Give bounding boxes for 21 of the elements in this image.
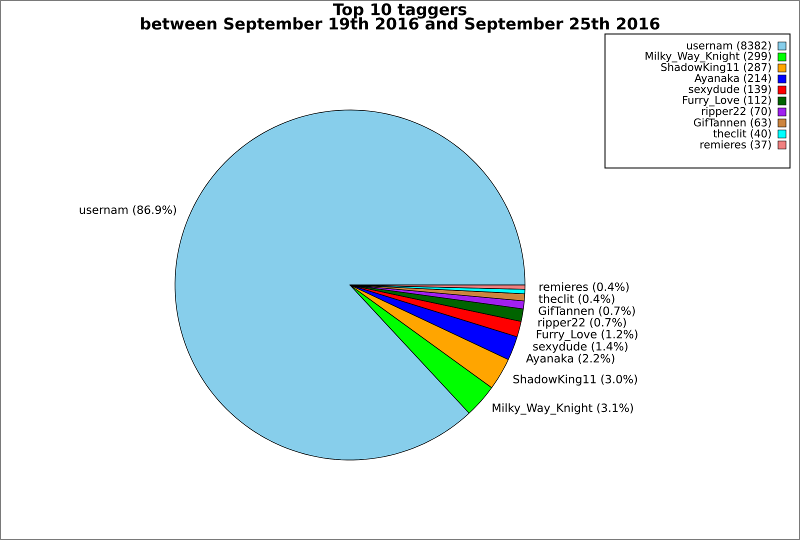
legend-label: ripper22 (70) xyxy=(702,106,771,118)
legend-label: usernam (8382) xyxy=(687,41,771,51)
data-label: Ayanaka (2.2%) xyxy=(526,354,614,365)
legend-label: ShadowKing11 (287) xyxy=(661,62,771,74)
data-label: usernam (86.9%) xyxy=(80,205,176,216)
data-label: remieres (0.4%) xyxy=(540,282,629,292)
legend-label: theclit (40) xyxy=(713,129,771,139)
chart-title: Top 10 taggers xyxy=(332,3,466,19)
data-label: sexydude (1.4%) xyxy=(533,342,628,353)
legend-label: Ayanaka (214) xyxy=(694,74,771,84)
legend-label: GifTannen (63) xyxy=(694,118,771,128)
legend-label: sexydude (139) xyxy=(688,84,771,96)
legend-label: Furry_Love (112) xyxy=(683,96,771,106)
legend-label: Milky_Way_Knight (299) xyxy=(646,52,771,62)
data-label: theclit (0.4%) xyxy=(538,294,614,304)
data-label: ShadowKing11 (3.0%) xyxy=(513,374,637,386)
data-label: GifTannen (0.7%) xyxy=(538,306,635,316)
data-label: Furry_Love (1.2%) xyxy=(536,330,638,341)
data-label: Milky_Way_Knight (3.1%) xyxy=(492,403,633,415)
data-label: ripper22 (0.7%) xyxy=(538,318,626,329)
legend-label: remieres (37) xyxy=(700,140,771,150)
